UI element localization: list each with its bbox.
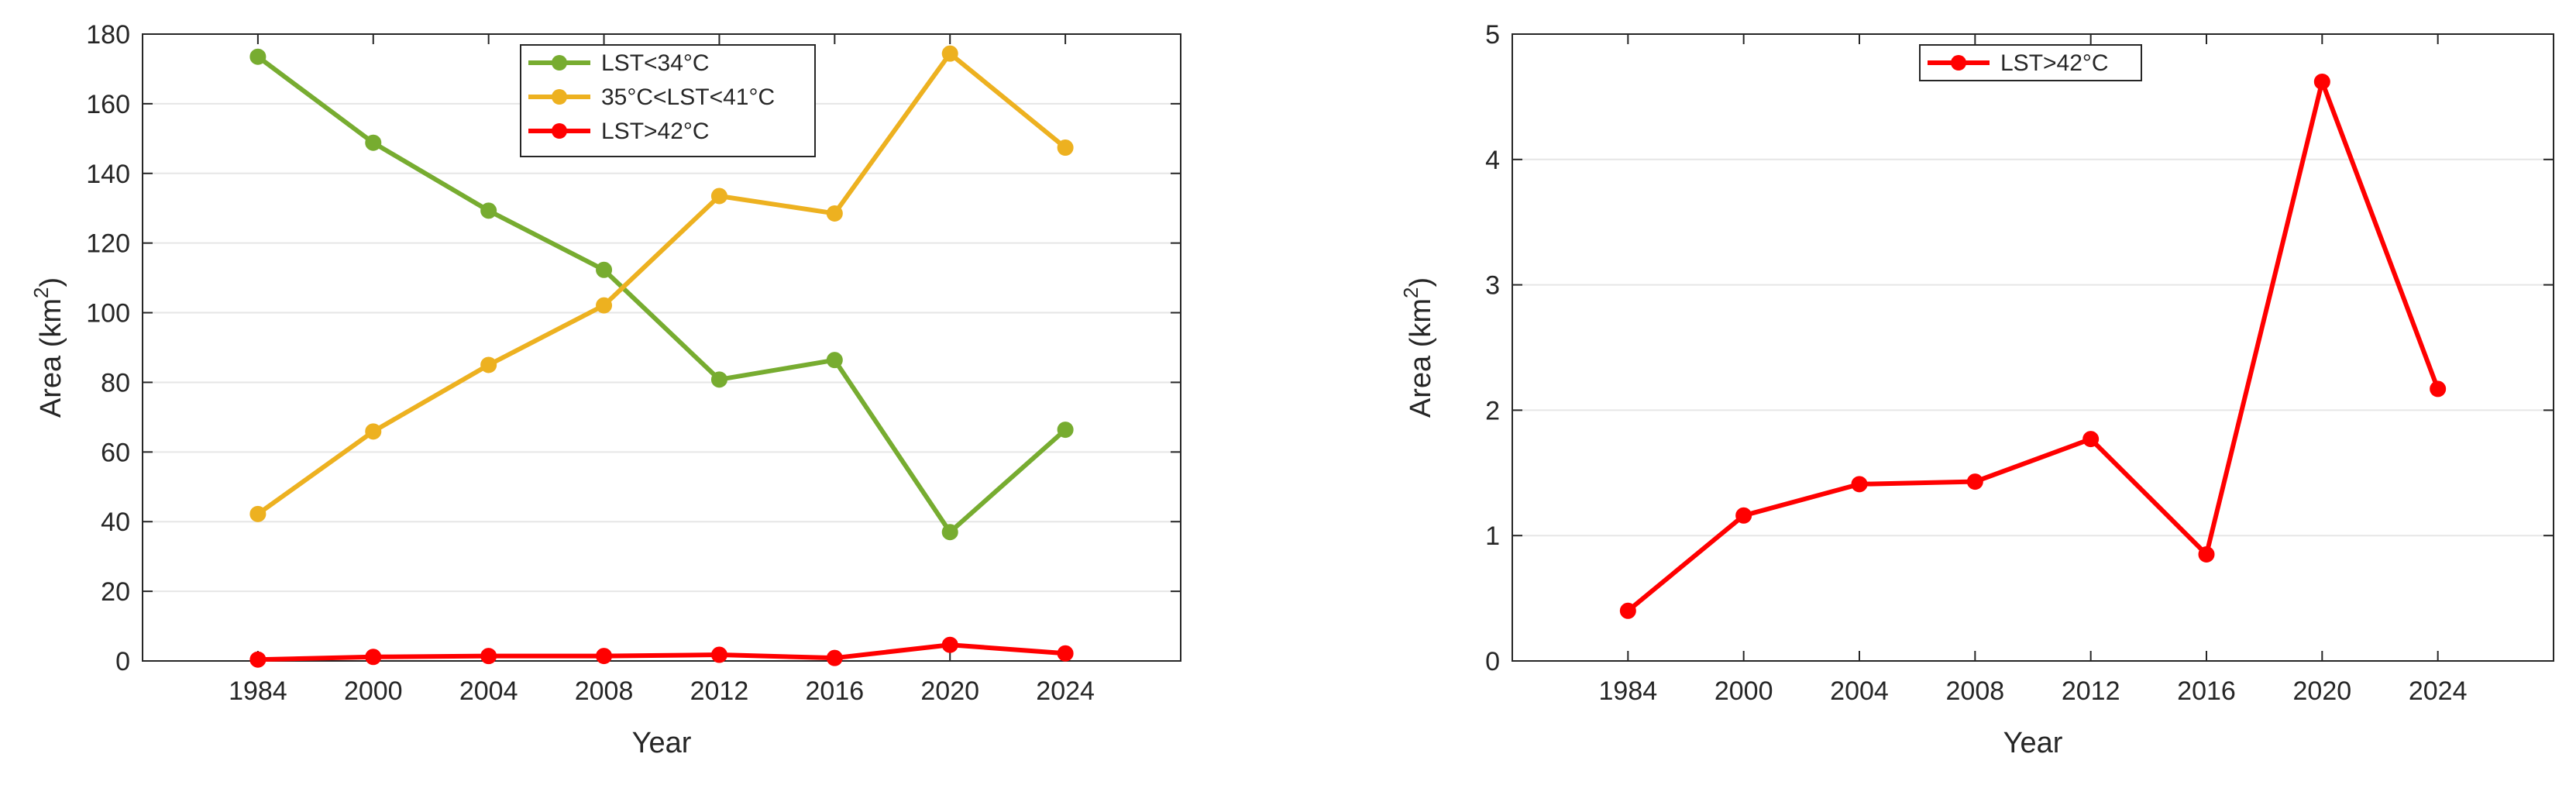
x-tick-label: 2008 (1946, 676, 2005, 706)
legend-label: 35°C<LST<41°C (601, 84, 775, 110)
data-point (365, 423, 382, 440)
data-point (596, 261, 613, 278)
data-point (1966, 473, 1983, 490)
legend: LST>42°C (1919, 44, 2142, 81)
data-point (941, 45, 958, 62)
y-tick-label: 0 (115, 647, 130, 676)
y-tick-label: 80 (101, 368, 130, 398)
data-point (480, 356, 497, 373)
x-tick-label: 2004 (1830, 676, 1889, 706)
y-axis-label: Area (km2) (1399, 277, 1437, 418)
data-point (1057, 139, 1074, 157)
plot-area-frame (142, 33, 1181, 662)
data-point (710, 371, 727, 388)
y-tick-label: 3 (1485, 271, 1500, 301)
chart-panel-2: 0 1 2 3 4 5 1984 2000 2004 2008 2012 2016 2020 2024 Ye… (1399, 20, 2554, 759)
x-tick-label: 2016 (2177, 676, 2236, 706)
data-point (249, 505, 267, 522)
x-tick-label: 2020 (920, 676, 979, 706)
x-tick-label: 2012 (690, 676, 749, 706)
y-tick-label: 160 (86, 90, 130, 119)
y-tick-label: 2 (1485, 396, 1500, 425)
data-point (1057, 645, 1074, 662)
legend-label: LST<34°C (601, 50, 710, 76)
legend-swatch-marker (1951, 55, 1966, 71)
data-point (480, 202, 497, 219)
y-tick-label: 120 (86, 229, 130, 259)
y-axis-label-text: Area (km (35, 298, 67, 418)
x-tick-label: 2004 (459, 676, 518, 706)
x-tick-label: 2012 (2062, 676, 2120, 706)
legend: LST<34°C 35°C<LST<41°C LST>42°C (520, 44, 816, 157)
data-point (2313, 73, 2330, 90)
data-point (249, 651, 267, 668)
data-point (826, 205, 843, 222)
y-tick-label: 0 (1485, 647, 1500, 676)
y-axis-label-close: ) (35, 277, 67, 287)
chart-panel-1: 0 20 40 60 80 100 120 140 160 180 1984 2000 2004 2008… (29, 20, 1181, 759)
x-tick-label: 1984 (229, 676, 287, 706)
y-tick-label: 60 (101, 438, 130, 467)
data-point (826, 352, 843, 369)
x-tick-label: 2000 (1714, 676, 1773, 706)
x-tick-label: 2024 (2409, 676, 2468, 706)
data-point (710, 188, 727, 205)
data-point (1619, 602, 1636, 619)
legend-swatch-marker (552, 89, 567, 105)
data-point (365, 649, 382, 666)
y-tick-label: 4 (1485, 146, 1500, 175)
y-axis-label: Area (km2) (29, 277, 67, 418)
series-line-1 (256, 54, 1068, 535)
data-point (596, 297, 613, 314)
data-point (1851, 476, 1868, 493)
series-line-1 (1626, 79, 2440, 613)
y-axis-label-close: ) (1405, 277, 1437, 287)
x-tick-label: 2008 (575, 676, 634, 706)
y-tick-label: 20 (101, 577, 130, 607)
x-tick-label: 2000 (344, 676, 403, 706)
data-point (941, 636, 958, 653)
data-point (2198, 545, 2215, 563)
x-axis-label: Year (632, 727, 692, 759)
series-line-2 (256, 51, 1068, 516)
data-point (365, 134, 382, 151)
y-tick-label: 1 (1485, 521, 1500, 551)
x-tick-label: 2016 (806, 676, 865, 706)
y-tick-label: 180 (86, 20, 130, 50)
data-point (2430, 380, 2447, 398)
y-tick-label: 5 (1485, 20, 1500, 50)
data-point (1057, 422, 1074, 439)
y-axis-label-superscript: 2 (1399, 287, 1422, 298)
data-point (941, 524, 958, 541)
data-point (1735, 507, 1752, 524)
x-tick-label: 1984 (1599, 676, 1658, 706)
data-point (2082, 431, 2100, 448)
series-line-3 (257, 642, 1066, 662)
y-tick-label: 100 (86, 299, 130, 329)
x-axis-label: Year (2003, 727, 2063, 759)
legend-swatch-marker (552, 123, 567, 139)
x-tick-label: 2024 (1036, 676, 1095, 706)
y-tick-label: 140 (86, 160, 130, 189)
legend-swatch-marker (552, 55, 567, 71)
legend-label: LST>42°C (601, 119, 710, 144)
y-axis-label-superscript: 2 (29, 287, 53, 298)
y-tick-label: 40 (101, 508, 130, 537)
x-tick-label: 2020 (2293, 676, 2352, 706)
data-point (480, 648, 497, 665)
data-point (596, 648, 613, 665)
y-axis-label-text: Area (km (1405, 298, 1437, 418)
legend-label: LST>42°C (2000, 50, 2109, 76)
data-point (249, 48, 267, 65)
plot-area-frame (1512, 33, 2554, 662)
data-point (710, 646, 727, 663)
data-point (826, 649, 843, 666)
